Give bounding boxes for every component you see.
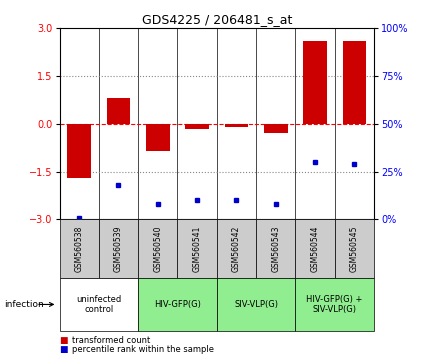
Bar (343, 41, 366, 124)
Text: ■: ■ (60, 345, 68, 354)
Text: transformed count: transformed count (72, 336, 150, 345)
Text: GSM560538: GSM560538 (75, 225, 84, 272)
Bar (224, 124, 248, 127)
Bar (303, 41, 327, 124)
Text: GSM560541: GSM560541 (193, 225, 201, 272)
Text: GSM560543: GSM560543 (271, 225, 280, 272)
Bar (107, 98, 130, 124)
Text: GSM560544: GSM560544 (311, 225, 320, 272)
Text: HIV-GFP(G): HIV-GFP(G) (154, 300, 201, 309)
Text: SIV-VLP(G): SIV-VLP(G) (234, 300, 278, 309)
Text: GSM560540: GSM560540 (153, 225, 162, 272)
Text: GSM560539: GSM560539 (114, 225, 123, 272)
Text: GSM560545: GSM560545 (350, 225, 359, 272)
Title: GDS4225 / 206481_s_at: GDS4225 / 206481_s_at (142, 13, 292, 26)
Bar (185, 124, 209, 129)
Text: GSM560542: GSM560542 (232, 225, 241, 272)
Text: HIV-GFP(G) +
SIV-VLP(G): HIV-GFP(G) + SIV-VLP(G) (306, 295, 363, 314)
Text: infection: infection (4, 300, 44, 309)
Text: percentile rank within the sample: percentile rank within the sample (72, 345, 214, 354)
Bar (67, 124, 91, 178)
Bar (264, 124, 287, 133)
Bar (146, 124, 170, 151)
Text: ■: ■ (60, 336, 68, 345)
Text: uninfected
control: uninfected control (76, 295, 122, 314)
